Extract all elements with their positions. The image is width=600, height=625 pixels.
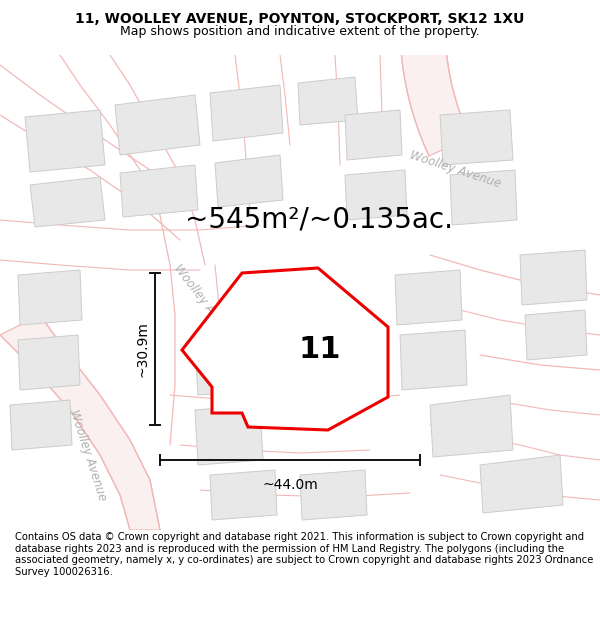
Text: ~545m²/~0.135ac.: ~545m²/~0.135ac. [185, 206, 453, 234]
Polygon shape [30, 177, 105, 227]
Polygon shape [525, 310, 587, 360]
Text: Woolley Avenue: Woolley Avenue [170, 261, 239, 344]
Polygon shape [400, 330, 467, 390]
Polygon shape [400, 0, 493, 156]
Polygon shape [18, 335, 80, 390]
Polygon shape [182, 268, 388, 430]
Polygon shape [120, 165, 198, 217]
Polygon shape [440, 110, 513, 165]
Text: Woolley Avenue: Woolley Avenue [67, 408, 109, 502]
Polygon shape [520, 250, 587, 305]
Polygon shape [395, 270, 462, 325]
Text: Map shows position and indicative extent of the property.: Map shows position and indicative extent… [120, 26, 480, 39]
Polygon shape [450, 170, 517, 225]
Polygon shape [345, 170, 407, 220]
Polygon shape [10, 400, 72, 450]
Polygon shape [25, 110, 105, 172]
Polygon shape [210, 85, 283, 141]
Text: ~30.9m: ~30.9m [135, 321, 149, 377]
Text: 11, WOOLLEY AVENUE, POYNTON, STOCKPORT, SK12 1XU: 11, WOOLLEY AVENUE, POYNTON, STOCKPORT, … [76, 12, 524, 26]
Text: 11: 11 [299, 336, 341, 364]
Polygon shape [115, 95, 200, 155]
Polygon shape [430, 395, 513, 457]
Polygon shape [195, 405, 263, 465]
Text: Contains OS data © Crown copyright and database right 2021. This information is : Contains OS data © Crown copyright and d… [15, 532, 593, 577]
Polygon shape [195, 340, 268, 395]
Text: Woolley Avenue: Woolley Avenue [408, 149, 502, 191]
Polygon shape [345, 110, 402, 160]
Text: ~44.0m: ~44.0m [262, 478, 318, 492]
Polygon shape [300, 470, 367, 520]
Polygon shape [215, 155, 283, 207]
Polygon shape [480, 455, 563, 513]
Polygon shape [0, 315, 160, 530]
Polygon shape [298, 77, 358, 125]
Polygon shape [210, 470, 277, 520]
Polygon shape [18, 270, 82, 325]
